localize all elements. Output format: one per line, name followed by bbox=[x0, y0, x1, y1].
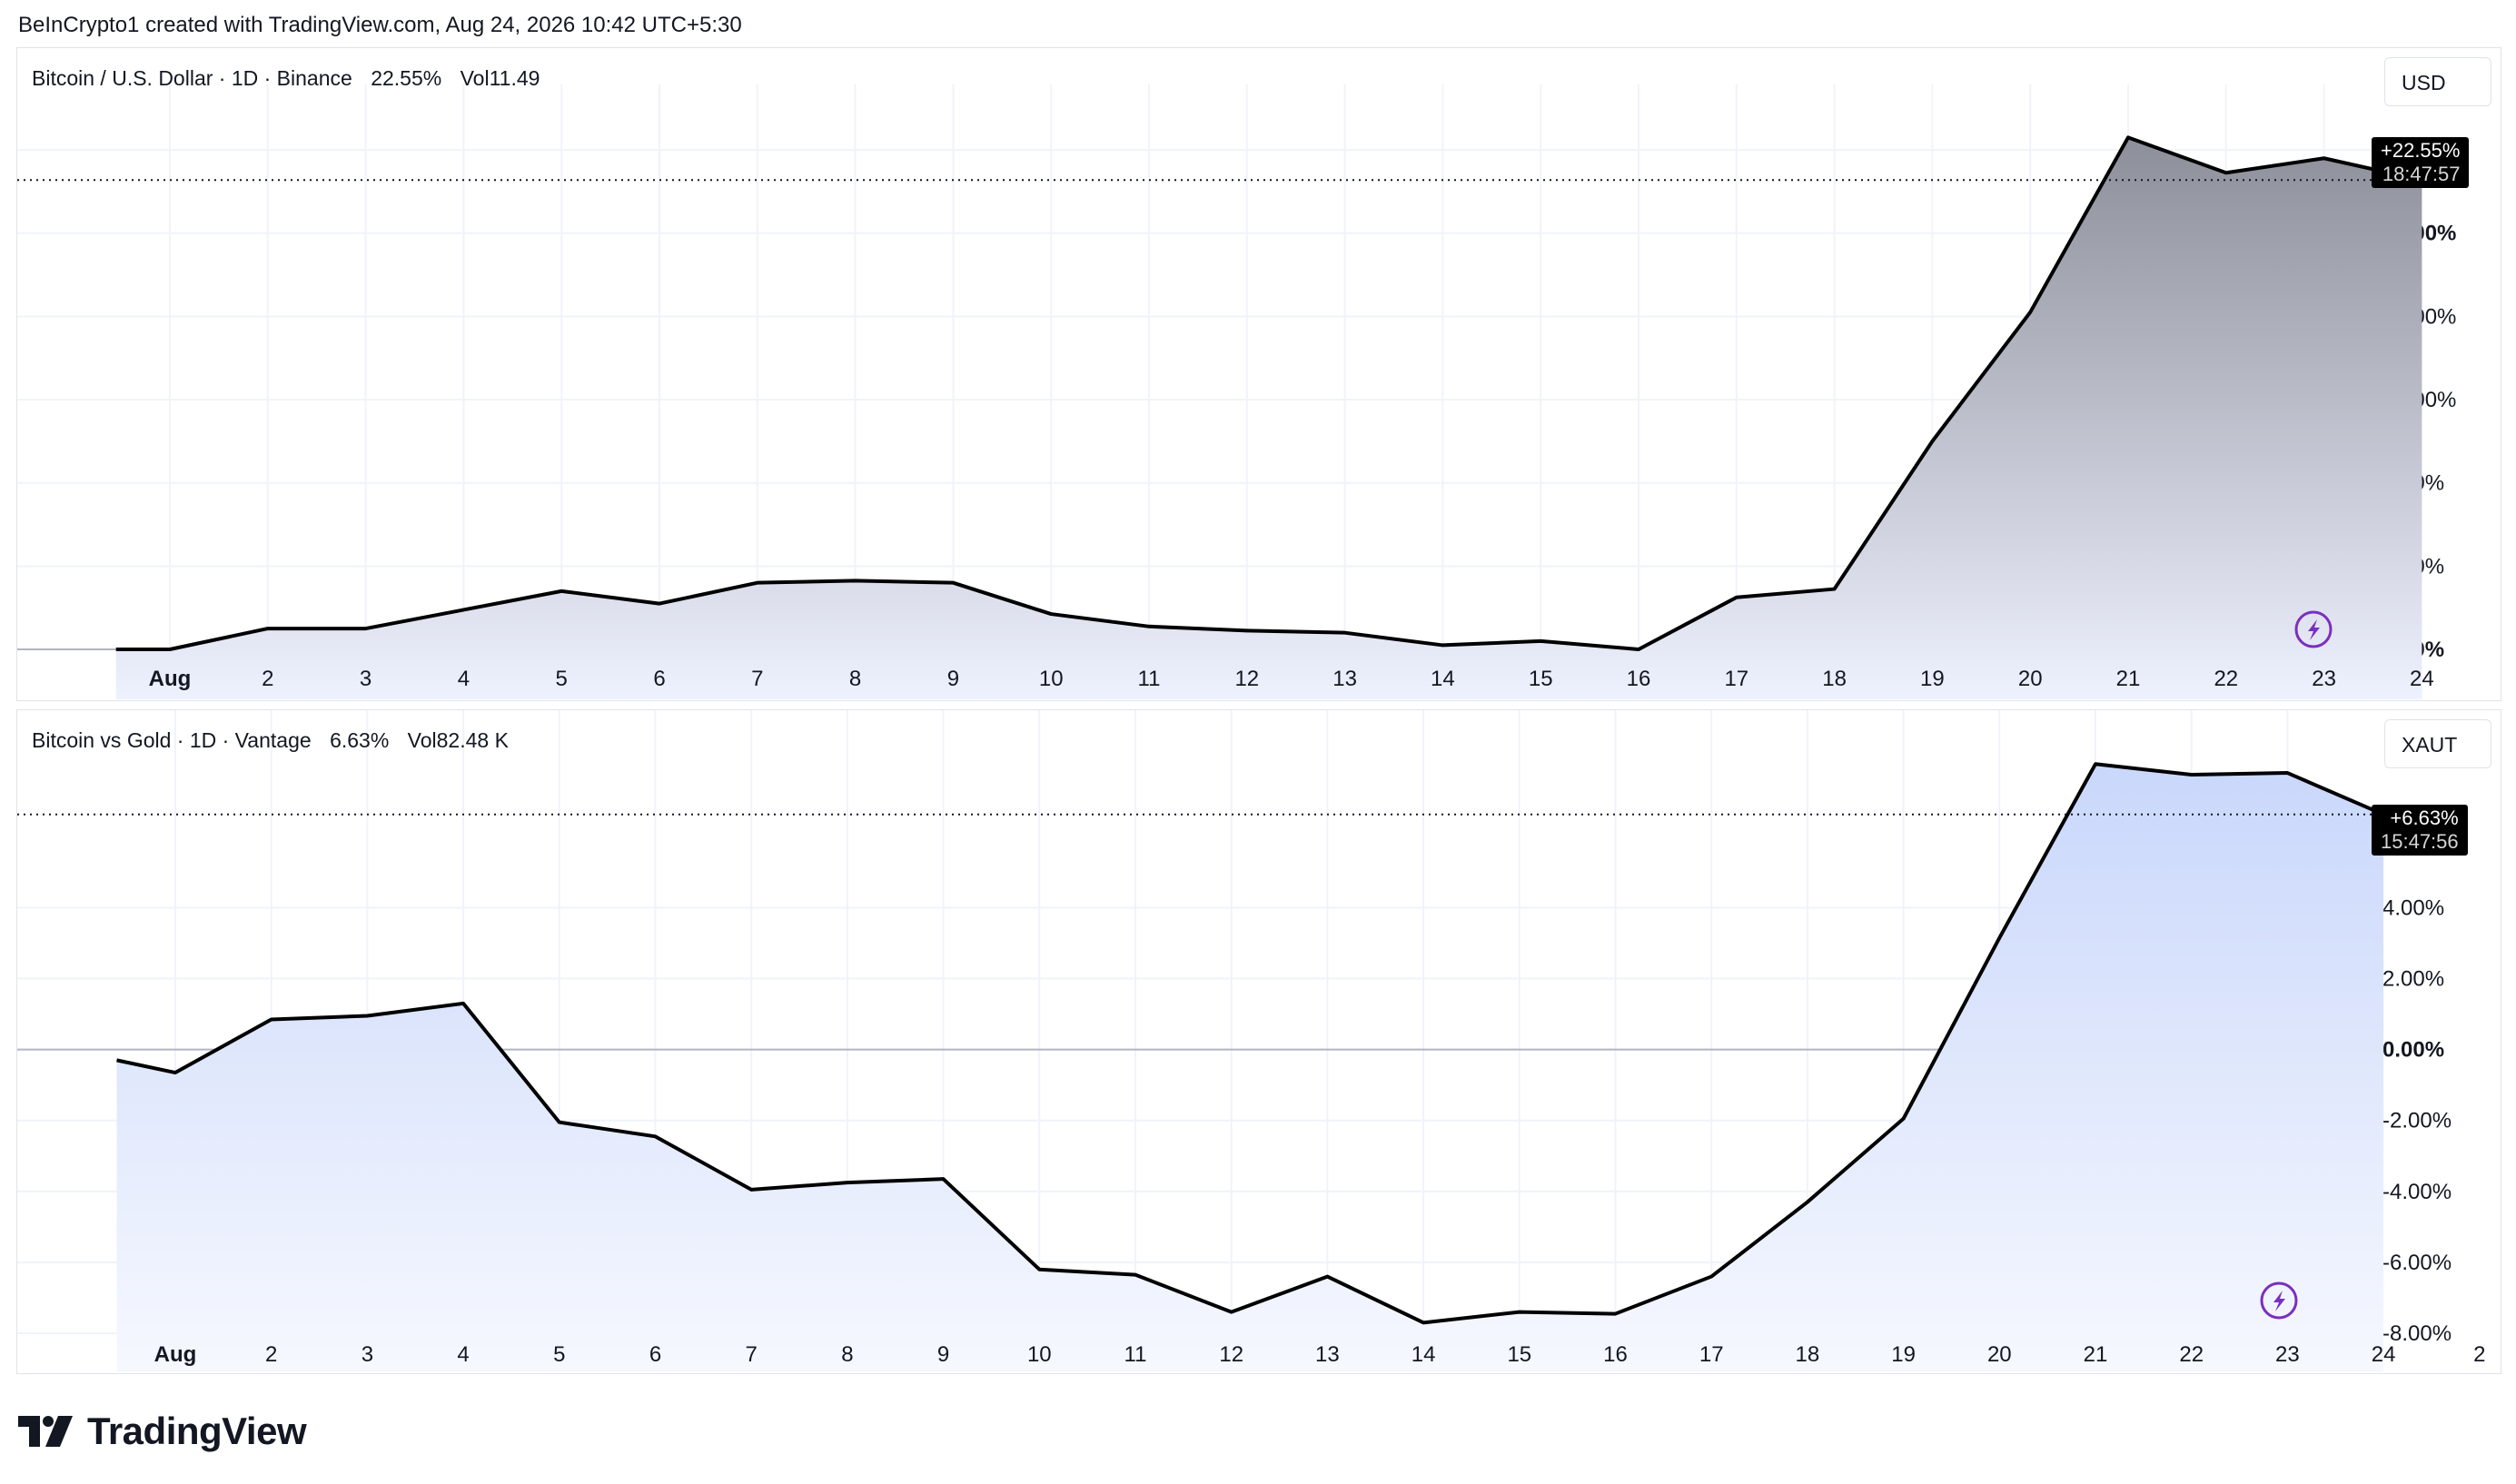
tradingview-logo-icon bbox=[18, 1416, 73, 1447]
btc-usd-pane[interactable]: 24.00%20.00%16.00%12.00%8.00%4.00%0.00%A… bbox=[16, 47, 2501, 701]
x-tick-label: 17 bbox=[1724, 667, 1748, 691]
x-tick-label: 3 bbox=[362, 1342, 373, 1367]
x-tick-label: Aug bbox=[149, 667, 192, 691]
x-tick-label: 9 bbox=[937, 1342, 949, 1367]
x-tick-label: 18 bbox=[1796, 1342, 1820, 1367]
btc-usd-chart[interactable]: 24.00%20.00%16.00%12.00%8.00%4.00%0.00%A… bbox=[17, 48, 2501, 700]
x-tick-label: 11 bbox=[1124, 1342, 1147, 1367]
x-tick-label: 2 bbox=[262, 667, 273, 691]
x-tick-label: 18 bbox=[1822, 667, 1847, 691]
series-volume: Vol11.49 bbox=[460, 66, 540, 90]
series-change: 6.63% bbox=[330, 728, 390, 752]
last-price-value: +6.63% bbox=[2390, 806, 2459, 829]
last-price-value: +22.55% bbox=[2381, 139, 2461, 162]
x-tick-label: 21 bbox=[2084, 1342, 2108, 1367]
x-tick-label: 3 bbox=[360, 667, 371, 691]
x-tick-label: 13 bbox=[1332, 667, 1357, 691]
series-title: Bitcoin vs Gold · 1D · Vantage bbox=[32, 728, 312, 752]
x-tick-label: 6 bbox=[649, 1342, 661, 1367]
x-tick-label: 14 bbox=[1412, 1342, 1436, 1367]
chart-credit: BeInCrypto1 created with TradingView.com… bbox=[18, 13, 742, 37]
bar-countdown: 18:47:57 bbox=[2382, 163, 2461, 185]
lightning-badge-icon bbox=[2260, 1281, 2298, 1320]
x-tick-label: 16 bbox=[1627, 667, 1651, 691]
x-tick-label: 23 bbox=[2312, 667, 2336, 691]
lightning-badge-icon bbox=[2294, 610, 2333, 648]
x-tick-label: 24 bbox=[2372, 1342, 2396, 1367]
x-tick-label: 21 bbox=[2116, 667, 2141, 691]
last-price-tag: +22.55% 18:47:57 bbox=[2372, 137, 2470, 188]
series-line bbox=[116, 762, 2384, 1325]
series-volume: Vol82.48 K bbox=[407, 728, 509, 752]
x-tick-label: 10 bbox=[1027, 1342, 1052, 1367]
currency-unit-button[interactable]: XAUT bbox=[2384, 719, 2491, 768]
x-tick-label: 14 bbox=[1431, 667, 1455, 691]
currency-unit-button[interactable]: USD bbox=[2384, 57, 2491, 106]
y-tick-label: -2.00% bbox=[2382, 1109, 2452, 1133]
series-area bbox=[115, 137, 2422, 699]
x-tick-label: 4 bbox=[458, 667, 470, 691]
x-tick-label: 17 bbox=[1699, 1342, 1724, 1367]
bar-countdown: 15:47:56 bbox=[2381, 830, 2459, 853]
btc-gold-pane[interactable]: 4.00% 2.00% 0.00% -2.00% -4.00% -6.00% -8.00% A… bbox=[16, 709, 2501, 1374]
x-tick-label: 24 bbox=[2410, 667, 2434, 691]
x-tick-label: 2 bbox=[265, 1342, 277, 1367]
series-title: Bitcoin / U.S. Dollar · 1D · Binance bbox=[32, 66, 352, 90]
x-tick-label: 11 bbox=[1138, 667, 1161, 691]
series-change: 22.55% bbox=[371, 66, 442, 90]
x-tick-label: 2 bbox=[2473, 1342, 2485, 1367]
y-tick-label: 4.00% bbox=[2382, 895, 2444, 920]
series-area bbox=[116, 764, 2384, 1372]
x-tick-label: 7 bbox=[746, 1342, 758, 1367]
y-tick-label: -8.00% bbox=[2382, 1321, 2452, 1346]
x-tick-label: 22 bbox=[2179, 1342, 2204, 1367]
x-tick-label: 6 bbox=[653, 667, 665, 691]
series-line bbox=[115, 135, 2422, 652]
y-tick-label: 0.00% bbox=[2382, 1038, 2444, 1063]
y-tick-label: -6.00% bbox=[2382, 1251, 2452, 1275]
x-tick-label: 20 bbox=[2018, 667, 2043, 691]
x-tick-label: Aug bbox=[154, 1342, 197, 1367]
btc-usd-legend: Bitcoin / U.S. Dollar · 1D · Binance 22.… bbox=[32, 66, 552, 91]
y-tick-label: -4.00% bbox=[2382, 1180, 2452, 1204]
x-tick-label: 5 bbox=[553, 1342, 565, 1367]
x-tick-label: 8 bbox=[849, 667, 861, 691]
x-tick-label: 15 bbox=[1529, 667, 1553, 691]
x-tick-label: 13 bbox=[1315, 1342, 1340, 1367]
x-tick-label: 10 bbox=[1039, 667, 1064, 691]
btc-gold-legend: Bitcoin vs Gold · 1D · Vantage 6.63% Vol… bbox=[32, 728, 521, 753]
last-price-tag: +6.63% 15:47:56 bbox=[2372, 805, 2468, 856]
x-tick-label: 23 bbox=[2275, 1342, 2300, 1367]
x-tick-label: 15 bbox=[1507, 1342, 1531, 1367]
x-tick-label: 19 bbox=[1920, 667, 1945, 691]
x-tick-label: 12 bbox=[1234, 667, 1259, 691]
x-tick-label: 16 bbox=[1603, 1342, 1628, 1367]
x-tick-label: 12 bbox=[1219, 1342, 1243, 1367]
btc-gold-chart[interactable]: 4.00% 2.00% 0.00% -2.00% -4.00% -6.00% -8.00% A… bbox=[17, 710, 2501, 1373]
x-tick-label: 7 bbox=[751, 667, 763, 691]
x-tick-label: 9 bbox=[947, 667, 959, 691]
x-tick-label: 22 bbox=[2214, 667, 2238, 691]
tradingview-logo[interactable]: TradingView bbox=[18, 1410, 307, 1453]
y-tick-label: 2.00% bbox=[2382, 967, 2444, 992]
tradingview-logo-text: TradingView bbox=[87, 1410, 307, 1452]
x-tick-label: 4 bbox=[457, 1342, 469, 1367]
x-tick-label: 19 bbox=[1891, 1342, 1916, 1367]
x-tick-label: 20 bbox=[1987, 1342, 2012, 1367]
x-tick-label: 5 bbox=[556, 667, 568, 691]
x-tick-label: 8 bbox=[841, 1342, 853, 1367]
